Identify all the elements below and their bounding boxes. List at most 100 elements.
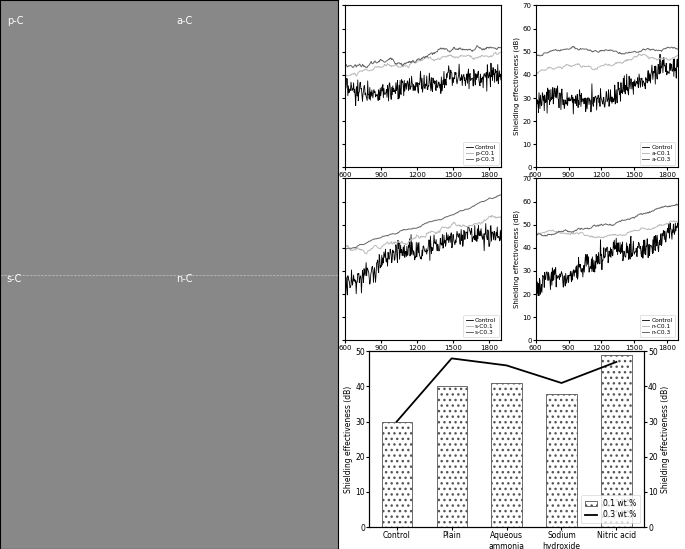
Control [473, 226, 482, 232]
Control [497, 72, 506, 79]
s-C0.1 [488, 212, 496, 219]
n-C0.3 [532, 232, 540, 238]
Text: p-C: p-C [7, 16, 23, 26]
a-C0.3 [617, 50, 625, 57]
Control [617, 247, 625, 254]
p-C0.1 [497, 48, 506, 55]
Control [342, 85, 350, 92]
Control [482, 220, 490, 227]
Y-axis label: Shielding effectiveness (dB): Shielding effectiveness (dB) [513, 210, 520, 309]
a-C0.1 [653, 57, 661, 63]
Control [532, 105, 540, 111]
p-C0.1 [434, 55, 443, 61]
Bar [436, 386, 466, 527]
p-C0.3 [437, 46, 445, 52]
Control [342, 285, 350, 292]
n-C0.3 [661, 203, 669, 209]
p-C0.3 [434, 46, 443, 53]
Control [532, 287, 540, 293]
n-C0.1 [652, 223, 660, 230]
s-C0.3 [434, 217, 442, 223]
p-C0.3 [341, 62, 349, 69]
n-C0.3 [652, 205, 660, 212]
X-axis label: Frequency (MHz): Frequency (MHz) [394, 352, 453, 358]
Control [434, 82, 443, 88]
s-C0.1 [341, 242, 349, 249]
Control [674, 60, 682, 67]
Legend: Control, s-C0.1, s-C0.3: Control, s-C0.1, s-C0.3 [463, 315, 499, 338]
Y-axis label: Shielding effectiveness (dB): Shielding effectiveness (dB) [660, 385, 670, 493]
Line: Control: Control [536, 222, 678, 296]
Control [343, 292, 351, 298]
Line: a-C0.3: a-C0.3 [536, 47, 678, 56]
Control [674, 223, 682, 229]
Control [434, 79, 443, 85]
p-C0.1 [483, 53, 491, 59]
Line: Control: Control [345, 223, 501, 295]
s-C0.3 [497, 192, 506, 198]
n-C0.3 [619, 217, 627, 223]
s-C0.1 [473, 221, 482, 228]
Bar [547, 394, 577, 527]
p-C0.1 [342, 71, 350, 78]
a-C0.1 [662, 55, 670, 62]
s-C0.1 [434, 229, 443, 236]
Line: p-C0.1: p-C0.1 [345, 52, 501, 76]
p-C0.1 [434, 55, 443, 61]
Line: p-C0.3: p-C0.3 [345, 46, 501, 68]
a-C0.3 [662, 45, 670, 52]
Bar [601, 355, 632, 527]
p-C0.1 [352, 73, 360, 80]
a-C0.1 [619, 59, 627, 66]
s-C0.3 [434, 217, 443, 223]
a-C0.3 [532, 52, 540, 58]
X-axis label: Frequency (MHz): Frequency (MHz) [577, 352, 636, 358]
s-C0.3 [437, 217, 445, 223]
s-C0.3 [473, 200, 481, 207]
Control [532, 89, 540, 96]
s-C0.3 [341, 246, 349, 253]
Control [662, 68, 670, 75]
Control [652, 69, 660, 76]
Bar [382, 422, 412, 527]
Control [437, 240, 445, 247]
Legend: Control, p-C0.1, p-C0.3: Control, p-C0.1, p-C0.3 [463, 142, 499, 165]
a-C0.1 [532, 69, 540, 76]
Line: Control: Control [345, 63, 501, 105]
Control [652, 239, 660, 245]
n-C0.1 [591, 234, 599, 241]
Legend: Control, n-C0.1, n-C0.3: Control, n-C0.1, n-C0.3 [640, 315, 675, 338]
Control [487, 60, 495, 66]
n-C0.1 [619, 232, 627, 238]
a-C0.3 [532, 52, 540, 58]
p-C0.3 [342, 61, 350, 68]
n-C0.1 [670, 217, 678, 224]
a-C0.1 [534, 70, 542, 77]
p-C0.3 [434, 46, 443, 53]
Control [483, 61, 491, 68]
n-C0.3 [541, 233, 549, 239]
s-C0.1 [434, 229, 443, 236]
Text: s-C: s-C [7, 274, 22, 284]
s-C0.1 [483, 216, 491, 222]
n-C0.3 [617, 218, 625, 225]
Control [341, 79, 349, 85]
n-C0.1 [617, 232, 625, 238]
Control [473, 74, 482, 81]
Control [619, 255, 627, 261]
p-C0.3 [363, 64, 371, 71]
n-C0.3 [532, 232, 540, 238]
Control [619, 75, 627, 82]
Y-axis label: Shielding effectiveness (dB): Shielding effectiveness (dB) [343, 385, 353, 493]
n-C0.1 [532, 231, 540, 238]
Line: a-C0.1: a-C0.1 [536, 54, 678, 74]
Control [341, 287, 349, 293]
s-C0.3 [483, 197, 491, 203]
Control [569, 111, 577, 117]
Legend: 0.1 wt.%, 0.3 wt.%: 0.1 wt.%, 0.3 wt.% [582, 495, 640, 523]
Control [434, 243, 443, 249]
Control [661, 232, 669, 239]
a-C0.3 [617, 51, 625, 57]
s-C0.3 [342, 246, 350, 253]
Control [484, 227, 492, 233]
